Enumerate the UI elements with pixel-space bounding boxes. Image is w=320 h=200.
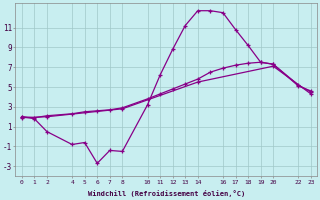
X-axis label: Windchill (Refroidissement éolien,°C): Windchill (Refroidissement éolien,°C) (88, 190, 245, 197)
